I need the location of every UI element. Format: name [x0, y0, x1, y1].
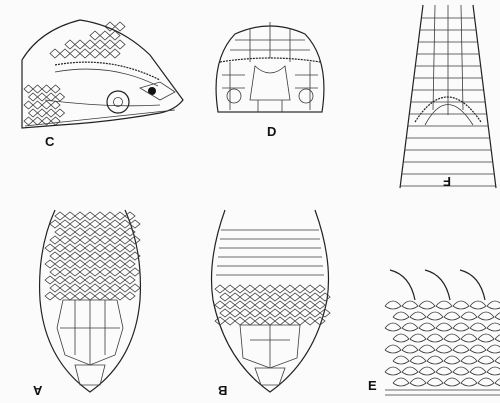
panel-a: A — [15, 200, 165, 403]
panel-b: B — [185, 200, 355, 403]
panel-d-label: D — [267, 124, 277, 139]
panel-b-label: B — [218, 383, 228, 398]
panel-f-label: F — [443, 174, 451, 189]
panel-a-label: A — [33, 383, 43, 398]
panel-c-drawing — [21, 19, 184, 129]
panel-f-drawing — [399, 4, 497, 189]
panel-a-drawing — [39, 209, 141, 393]
panel-e: E — [360, 260, 500, 403]
panel-f: F — [395, 0, 500, 200]
panel-e-label: E — [368, 378, 377, 393]
panel-d: D — [200, 0, 340, 150]
panel-e-drawing — [384, 269, 500, 396]
panel-c: C — [0, 0, 200, 150]
panel-c-label: C — [45, 134, 55, 149]
panel-d-drawing — [215, 22, 325, 113]
panel-b-drawing — [210, 209, 331, 393]
